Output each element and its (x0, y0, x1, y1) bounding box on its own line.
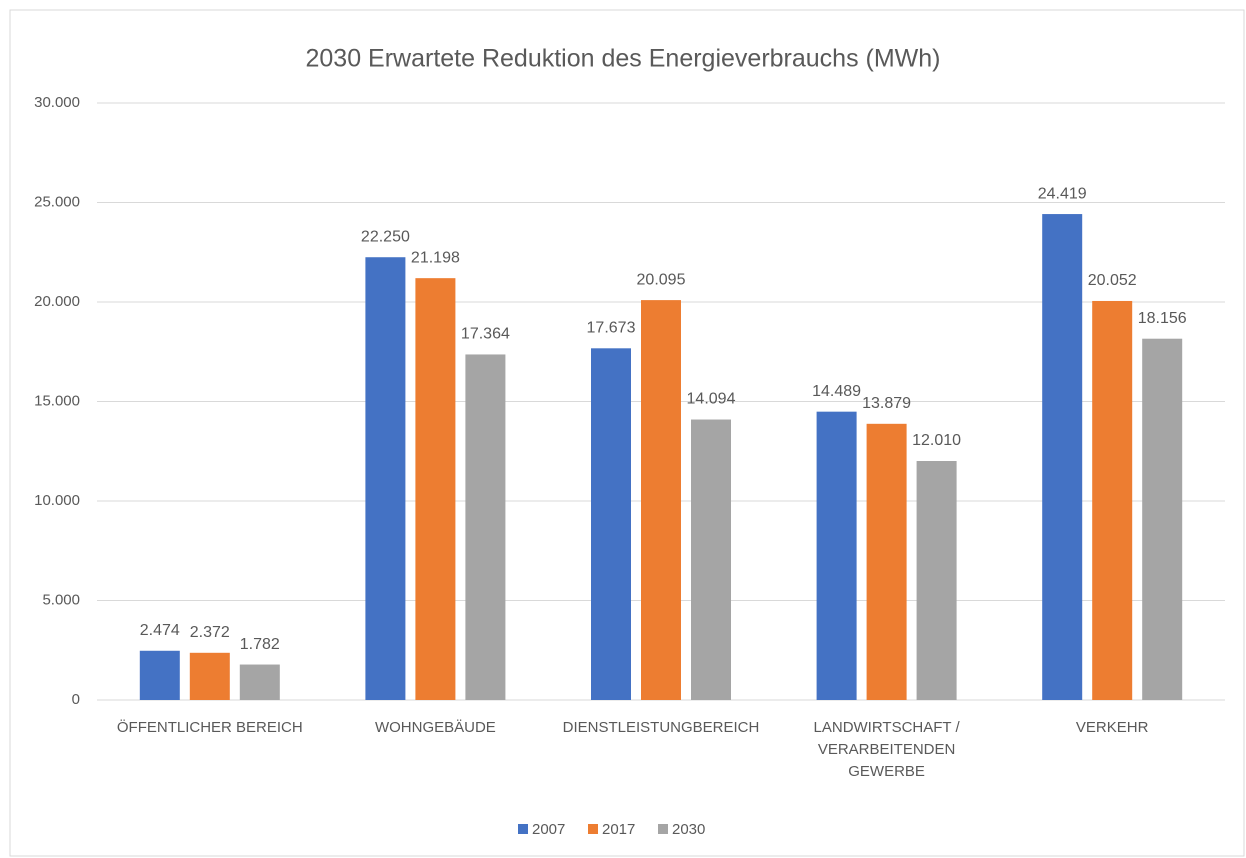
value-label: 20.052 (1088, 272, 1137, 289)
bar (641, 300, 681, 700)
y-tick-label: 15.000 (34, 392, 80, 409)
bar (1142, 338, 1183, 700)
bar (465, 354, 506, 700)
value-label: 2.474 (140, 622, 180, 639)
bar (816, 411, 857, 700)
bar (691, 419, 731, 700)
bar (1092, 300, 1133, 700)
x-tick-label: DIENSTLEISTUNGBEREICH (562, 719, 760, 736)
x-tick-label: WOHNGEBÄUDE (374, 719, 496, 736)
y-tick-label: 5.000 (42, 591, 80, 608)
bar (591, 348, 631, 700)
legend-label: 2030 (672, 821, 705, 838)
value-label: 14.094 (687, 391, 736, 408)
bar (365, 257, 406, 700)
legend-swatch (518, 824, 528, 834)
value-label: 13.879 (862, 395, 911, 412)
value-label: 21.198 (411, 249, 460, 266)
y-tick-label: 25.000 (34, 193, 80, 210)
value-label: 12.010 (912, 432, 961, 449)
value-label: 1.782 (240, 636, 280, 653)
value-label: 2.372 (190, 624, 230, 641)
bar (189, 652, 230, 700)
value-label: 20.095 (637, 271, 686, 288)
legend-swatch (658, 824, 668, 834)
y-tick-label: 20.000 (34, 293, 80, 310)
bar (239, 664, 280, 700)
x-tick-label: ÖFFENTLICHER BEREICH (116, 719, 303, 736)
value-label: 17.364 (461, 326, 510, 343)
value-label: 22.250 (361, 228, 410, 245)
x-tick-label: LANDWIRTSCHAFT / VERARBEITENDEN GEWERBE (813, 719, 960, 780)
x-tick-label: VERKEHR (1075, 719, 1149, 736)
bar (1042, 214, 1083, 701)
value-label: 14.489 (812, 383, 861, 400)
y-tick-label: 30.000 (34, 94, 80, 111)
value-label: 17.673 (587, 320, 636, 337)
bar (916, 461, 957, 700)
y-tick-label: 0 (72, 691, 80, 708)
legend-swatch (588, 824, 598, 834)
chart-title: 2030 Erwartete Reduktion des Energieverb… (305, 45, 940, 73)
legend-label: 2017 (602, 821, 635, 838)
legend-label: 2007 (532, 821, 565, 838)
value-label: 24.419 (1038, 185, 1087, 202)
value-label: 18.156 (1138, 310, 1187, 327)
bar (866, 423, 907, 700)
bar (139, 650, 180, 700)
y-tick-label: 10.000 (34, 492, 80, 509)
bar (415, 278, 456, 700)
